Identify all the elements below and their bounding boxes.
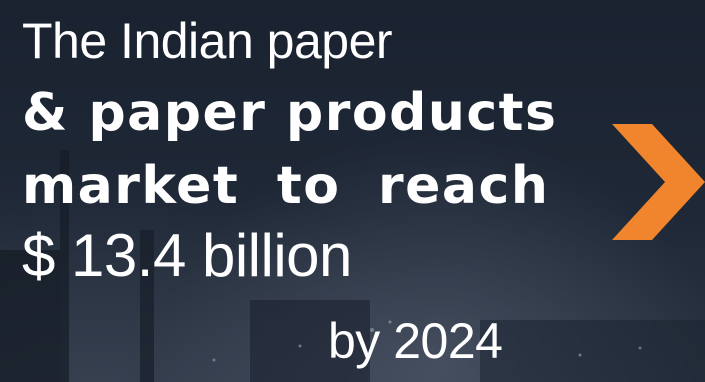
headline-year: by 2024	[328, 313, 503, 369]
chevron-right-icon	[612, 124, 705, 240]
headline-line-1: The Indian paper	[22, 13, 393, 69]
headline-line-2: & paper products	[22, 83, 558, 143]
headline-line-3: market to reach	[22, 156, 550, 216]
headline-value: $ 13.4 billion	[22, 222, 352, 289]
